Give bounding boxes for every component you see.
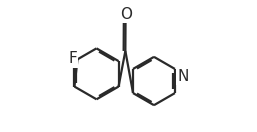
Text: F: F xyxy=(68,51,77,66)
Text: N: N xyxy=(177,69,189,84)
Text: O: O xyxy=(120,7,132,22)
